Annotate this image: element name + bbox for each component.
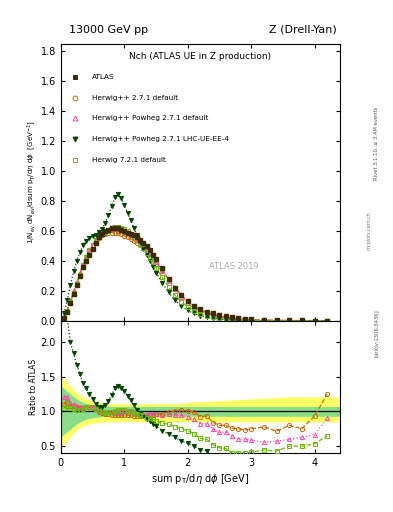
Y-axis label: 1/N$_{\rm ev}$ dN$_{\rm ev}$/dsum p$_{\rm T}$/d$\eta$ d$\phi$  [GeV$^{-1}$]: 1/N$_{\rm ev}$ dN$_{\rm ev}$/dsum p$_{\r… — [25, 120, 38, 244]
Text: Herwig++ Powheg 2.7.1 LHC-UE-EE-4: Herwig++ Powheg 2.7.1 LHC-UE-EE-4 — [92, 136, 229, 142]
Text: [arXiv:1306.3436]: [arXiv:1306.3436] — [374, 309, 379, 357]
Text: Herwig++ Powheg 2.7.1 default: Herwig++ Powheg 2.7.1 default — [92, 115, 208, 121]
Text: Herwig 7.2.1 default: Herwig 7.2.1 default — [92, 157, 165, 163]
Y-axis label: Ratio to ATLAS: Ratio to ATLAS — [29, 359, 38, 415]
Text: 13000 GeV pp: 13000 GeV pp — [69, 25, 148, 35]
Text: ATLAS: ATLAS — [92, 74, 114, 80]
Text: Herwig++ 2.7.1 default: Herwig++ 2.7.1 default — [92, 95, 178, 101]
Text: ATLAS 2019: ATLAS 2019 — [209, 262, 259, 271]
Text: Nch (ATLAS UE in Z production): Nch (ATLAS UE in Z production) — [129, 52, 272, 61]
Text: Rivet 3.1.10, ≥ 3.4M events: Rivet 3.1.10, ≥ 3.4M events — [374, 106, 379, 180]
Text: mcplots.cern.ch: mcplots.cern.ch — [367, 211, 372, 250]
Text: Z (Drell-Yan): Z (Drell-Yan) — [270, 25, 337, 35]
X-axis label: sum p$_{\rm T}$/d$\eta$ d$\phi$ [GeV]: sum p$_{\rm T}$/d$\eta$ d$\phi$ [GeV] — [151, 472, 250, 486]
